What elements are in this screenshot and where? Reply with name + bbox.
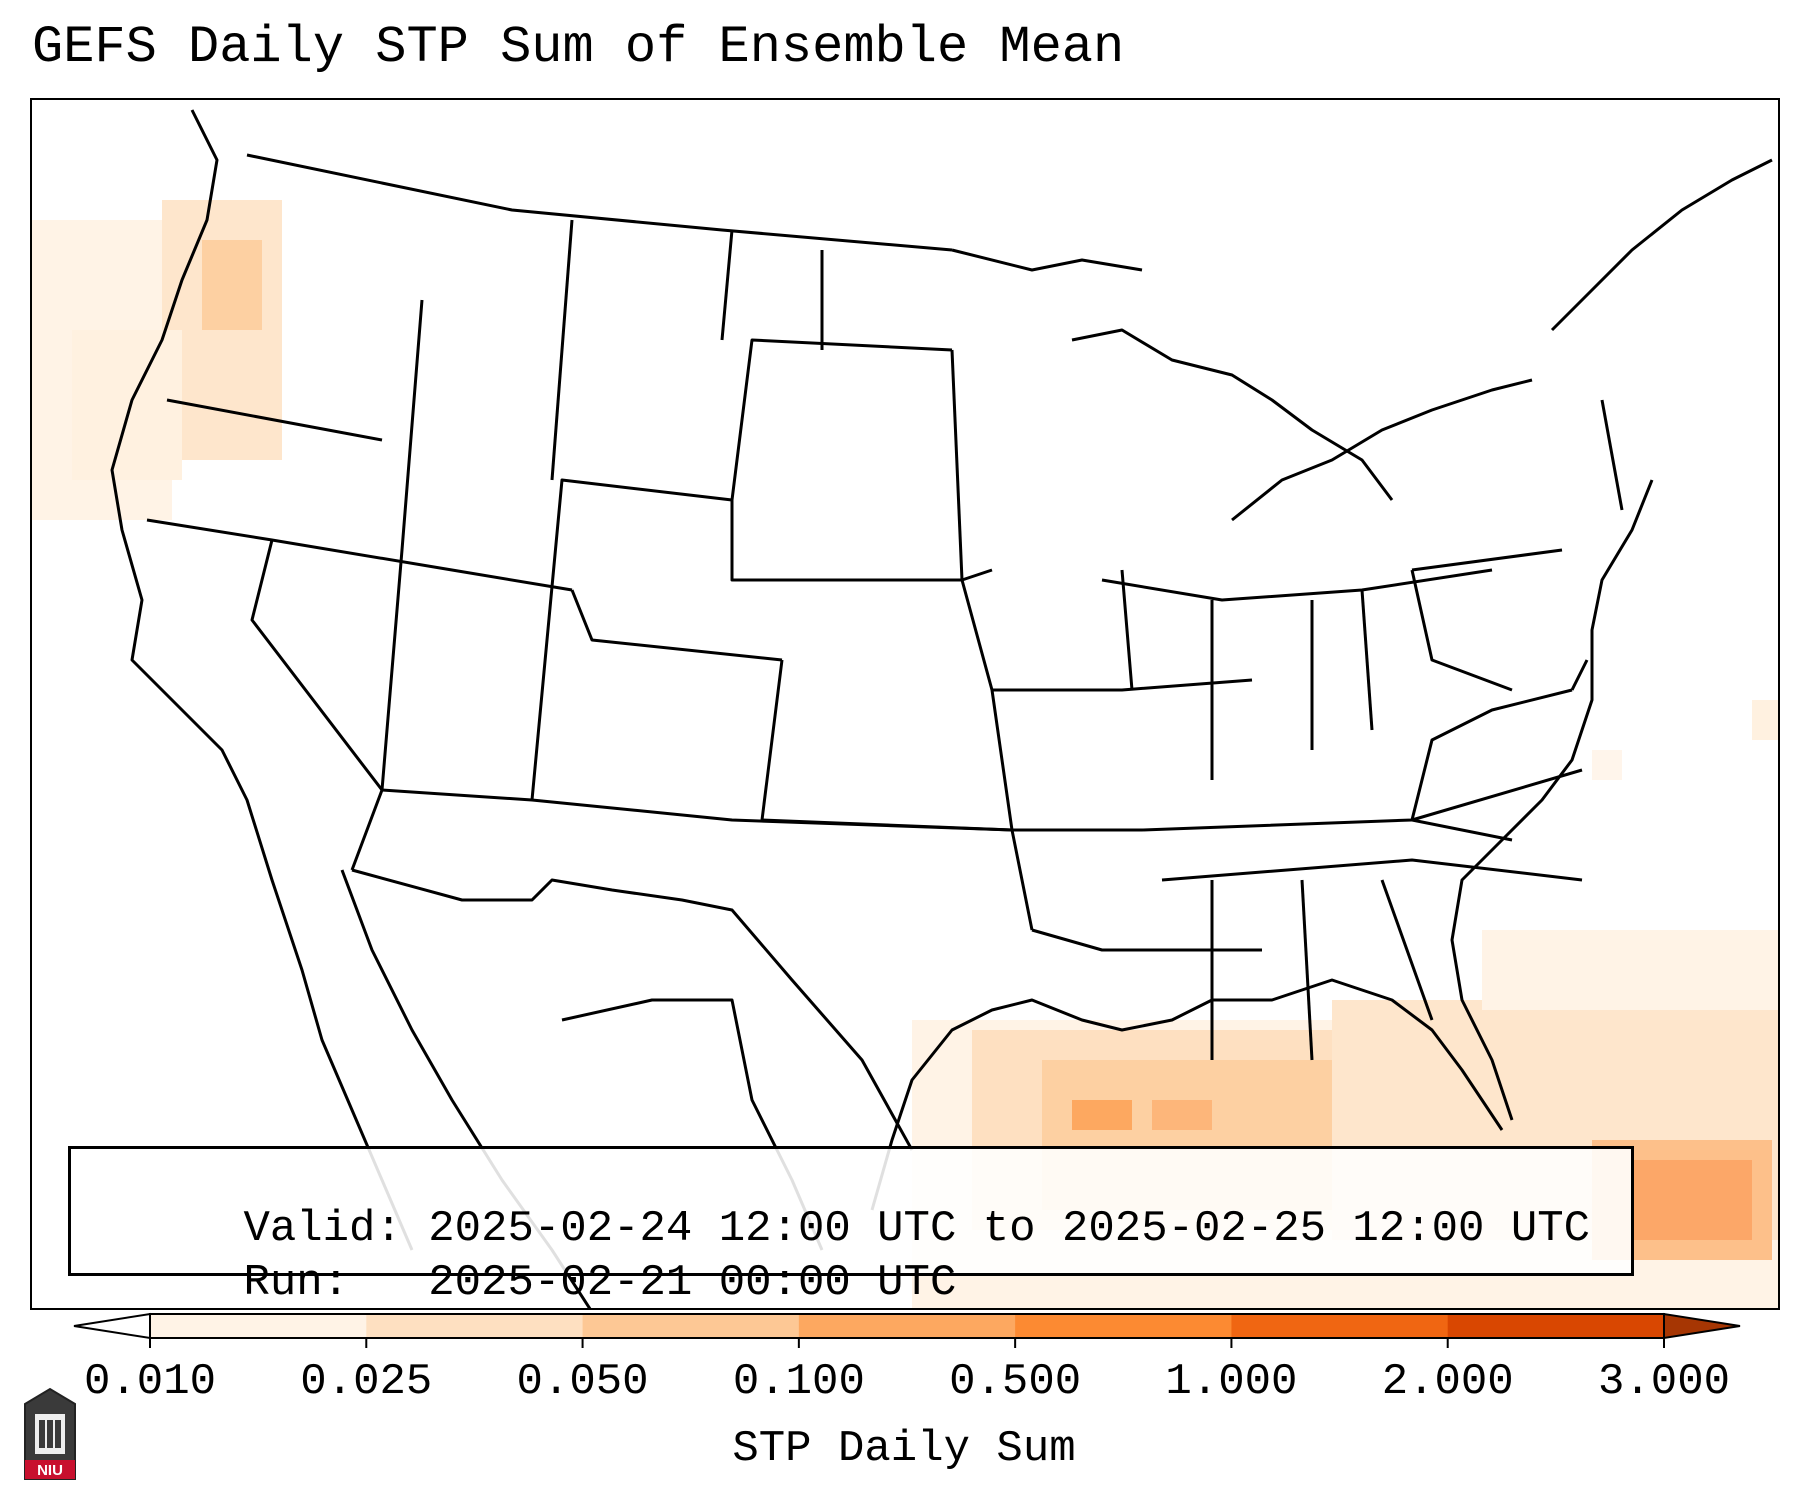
colorbar-segment	[150, 1314, 367, 1338]
colorbar-tick-label: 0.025	[300, 1357, 433, 1407]
niu-logo: NIU	[24, 1387, 76, 1480]
map-panel: Valid: 2025-02-24 12:00 UTC to 2025-02-2…	[30, 98, 1780, 1310]
political-boundaries	[110, 109, 1773, 1308]
colorbar-extend-high	[1663, 1312, 1741, 1340]
colorbar-segment	[1447, 1314, 1665, 1338]
conus-map	[32, 109, 1778, 1308]
colorbar-tick-label: 2.000	[1381, 1357, 1514, 1407]
colorbar-extend-low	[73, 1312, 151, 1340]
colorbar-outline	[149, 1313, 1665, 1339]
colorbar-tick-label: 0.010	[83, 1357, 217, 1407]
colorbar-tick-label: 1.000	[1165, 1357, 1298, 1407]
colorbar-tick-label: 0.050	[516, 1357, 649, 1407]
colorbar-segment	[582, 1314, 800, 1338]
valid-value: 2025-02-24 12:00 UTC to 2025-02-25 12:00…	[428, 1204, 1591, 1254]
colorbar-tick-label: 0.500	[949, 1357, 1082, 1407]
run-label: Run:	[243, 1258, 350, 1308]
valid-line: Valid: 2025-02-24 12:00 UTC to 2025-02-2…	[85, 1163, 1590, 1295]
colorbar-tick-label: 3.000	[1597, 1357, 1731, 1407]
run-line: Run: 2025-02-21 00:00 UTC	[85, 1217, 957, 1308]
colorbar-tick-label: 0.100	[732, 1357, 865, 1407]
colorbar-segment	[1015, 1314, 1232, 1338]
stp-shading-pacific-northwest	[32, 200, 282, 520]
colorbar-label: STP Daily Sum	[732, 1424, 1076, 1474]
run-value: 2025-02-21 00:00 UTC	[428, 1258, 957, 1308]
map-title: GEFS Daily STP Sum of Ensemble Mean	[32, 18, 1125, 77]
info-box: Valid: 2025-02-24 12:00 UTC to 2025-02-2…	[68, 1146, 1634, 1305]
colorbar-segment	[798, 1314, 1016, 1338]
niu-logo-text: NIU	[37, 1462, 63, 1479]
valid-label: Valid:	[243, 1204, 402, 1254]
colorbar-segment	[366, 1314, 584, 1338]
colorbar	[73, 1312, 1741, 1348]
colorbar-segment	[1231, 1314, 1449, 1338]
